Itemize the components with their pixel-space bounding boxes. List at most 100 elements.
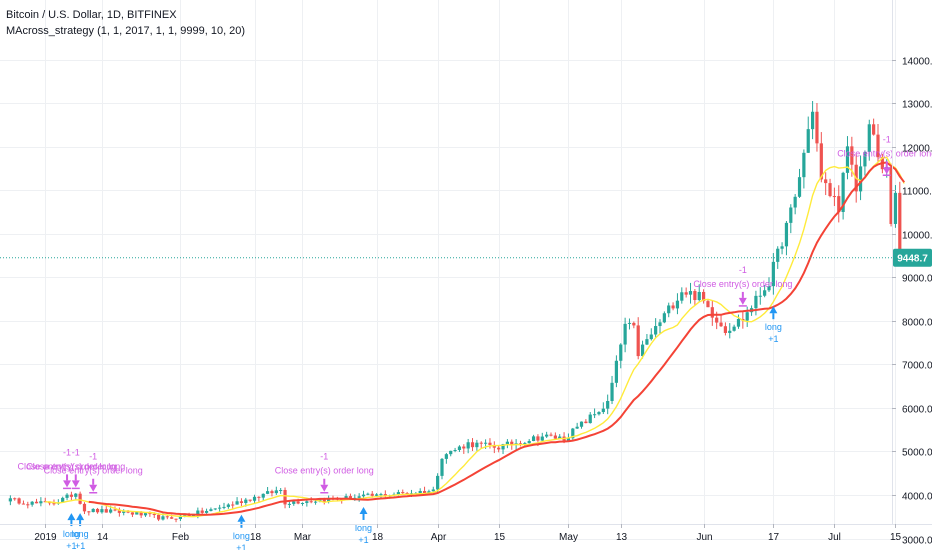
candle-body [21,503,26,505]
candle-body [654,326,658,335]
y-axis-ticks: 3000.0 4000.0 5000.0 6000.0 7000.0 8000.0 9000… [892,57,932,547]
entry-order-label: long [63,529,80,539]
candle-body [396,492,400,495]
candle-body [174,518,178,520]
candle-body [697,291,701,301]
candle-body [492,444,496,448]
y-tick-label: 10000.0 [902,231,932,242]
candle-body [126,511,130,513]
candle-body [401,492,405,494]
candle-body [545,434,549,437]
candle-body [841,172,845,212]
entry-qty-label: +1 [236,543,246,550]
y-tick-label: 4000.0 [902,492,932,503]
entry-order-label: long [765,322,782,332]
candle-body [558,436,562,439]
candle-body [784,222,789,247]
strategy-signals: -1 Close entry(s) order long -1 Close entry… [18,134,932,553]
x-tick-label: 13 [616,532,628,543]
candle-body [850,146,854,165]
entry-order-label: long [355,523,372,533]
candle-body [296,501,300,504]
candle-body [758,295,762,297]
candle-body [667,305,671,314]
exit-qty-label: -1 [72,447,80,457]
entry-arrow [359,506,368,514]
candle-body [606,401,610,409]
exit-order-label: Close entry(s) order long [275,466,374,476]
candle-body [876,134,880,158]
candle-body [87,511,91,513]
candle-body [17,498,21,504]
candle-body [688,291,693,295]
candle-body [789,207,793,223]
x-tick-label: 17 [768,532,780,543]
entry-qty-label: +1 [75,541,85,550]
candle-body [649,334,653,340]
ma-line [88,161,905,516]
candle-body [484,442,488,444]
candle-body [13,498,17,500]
x-tick-label: Jun [696,532,712,543]
y-tick-label: 12000.0 [902,144,932,155]
candle-body [252,496,257,501]
entry-qty-label: +1 [66,541,76,550]
exit-arrow [63,480,72,488]
candle-body [645,339,649,345]
candle-body [222,506,226,508]
exit-qty-label: -1 [63,447,71,457]
candle-body [706,301,710,308]
candle-body [266,491,270,494]
candle-body [370,493,374,496]
candle-body [209,509,213,511]
exit-order-label: Close entry(s) order long [837,148,932,158]
candle-body [466,442,470,449]
candle-body [462,446,466,449]
candle-body [270,491,274,494]
candle-body [261,493,265,498]
y-tick-label: 13000.0 [902,100,932,111]
x-tick-label: 14 [97,532,109,543]
candle-body [244,499,248,503]
candle-body [610,382,614,402]
last-price-badge: 9448.7 [893,248,932,267]
candle-body [584,421,588,424]
candle-body [457,446,462,451]
candle-body [867,124,871,152]
candle-body [863,151,867,167]
candle-body [422,491,427,494]
candle-body [157,514,161,520]
exit-arrow [738,297,747,305]
candle-body [170,517,174,519]
candle-body [636,325,640,357]
candle-body [763,290,767,296]
candle-body [732,326,736,331]
candle-body [431,489,435,492]
candle-body [257,496,261,498]
candle-body [640,344,645,357]
entry-order-label: long [233,531,250,541]
candle-body [165,516,169,518]
last-price-badge-bg [893,248,932,267]
moving-averages [45,156,905,518]
candle-body [418,491,422,494]
candle-body [239,501,244,503]
candle-body [148,513,152,515]
entry-order-label: long [72,529,89,539]
y-tick-label: 9000.0 [902,274,932,285]
candle-body [26,504,30,506]
candle-body [427,491,431,494]
candle-body [540,436,544,441]
candle-body [815,111,819,144]
candle-body [470,442,475,448]
candle-body [575,426,579,429]
candle-body [109,509,113,513]
candle-body [361,494,366,497]
candle-body [113,509,117,511]
candle-body [832,196,836,198]
candle-body [623,323,627,345]
candle-body [187,515,191,517]
candle-body [196,510,200,516]
